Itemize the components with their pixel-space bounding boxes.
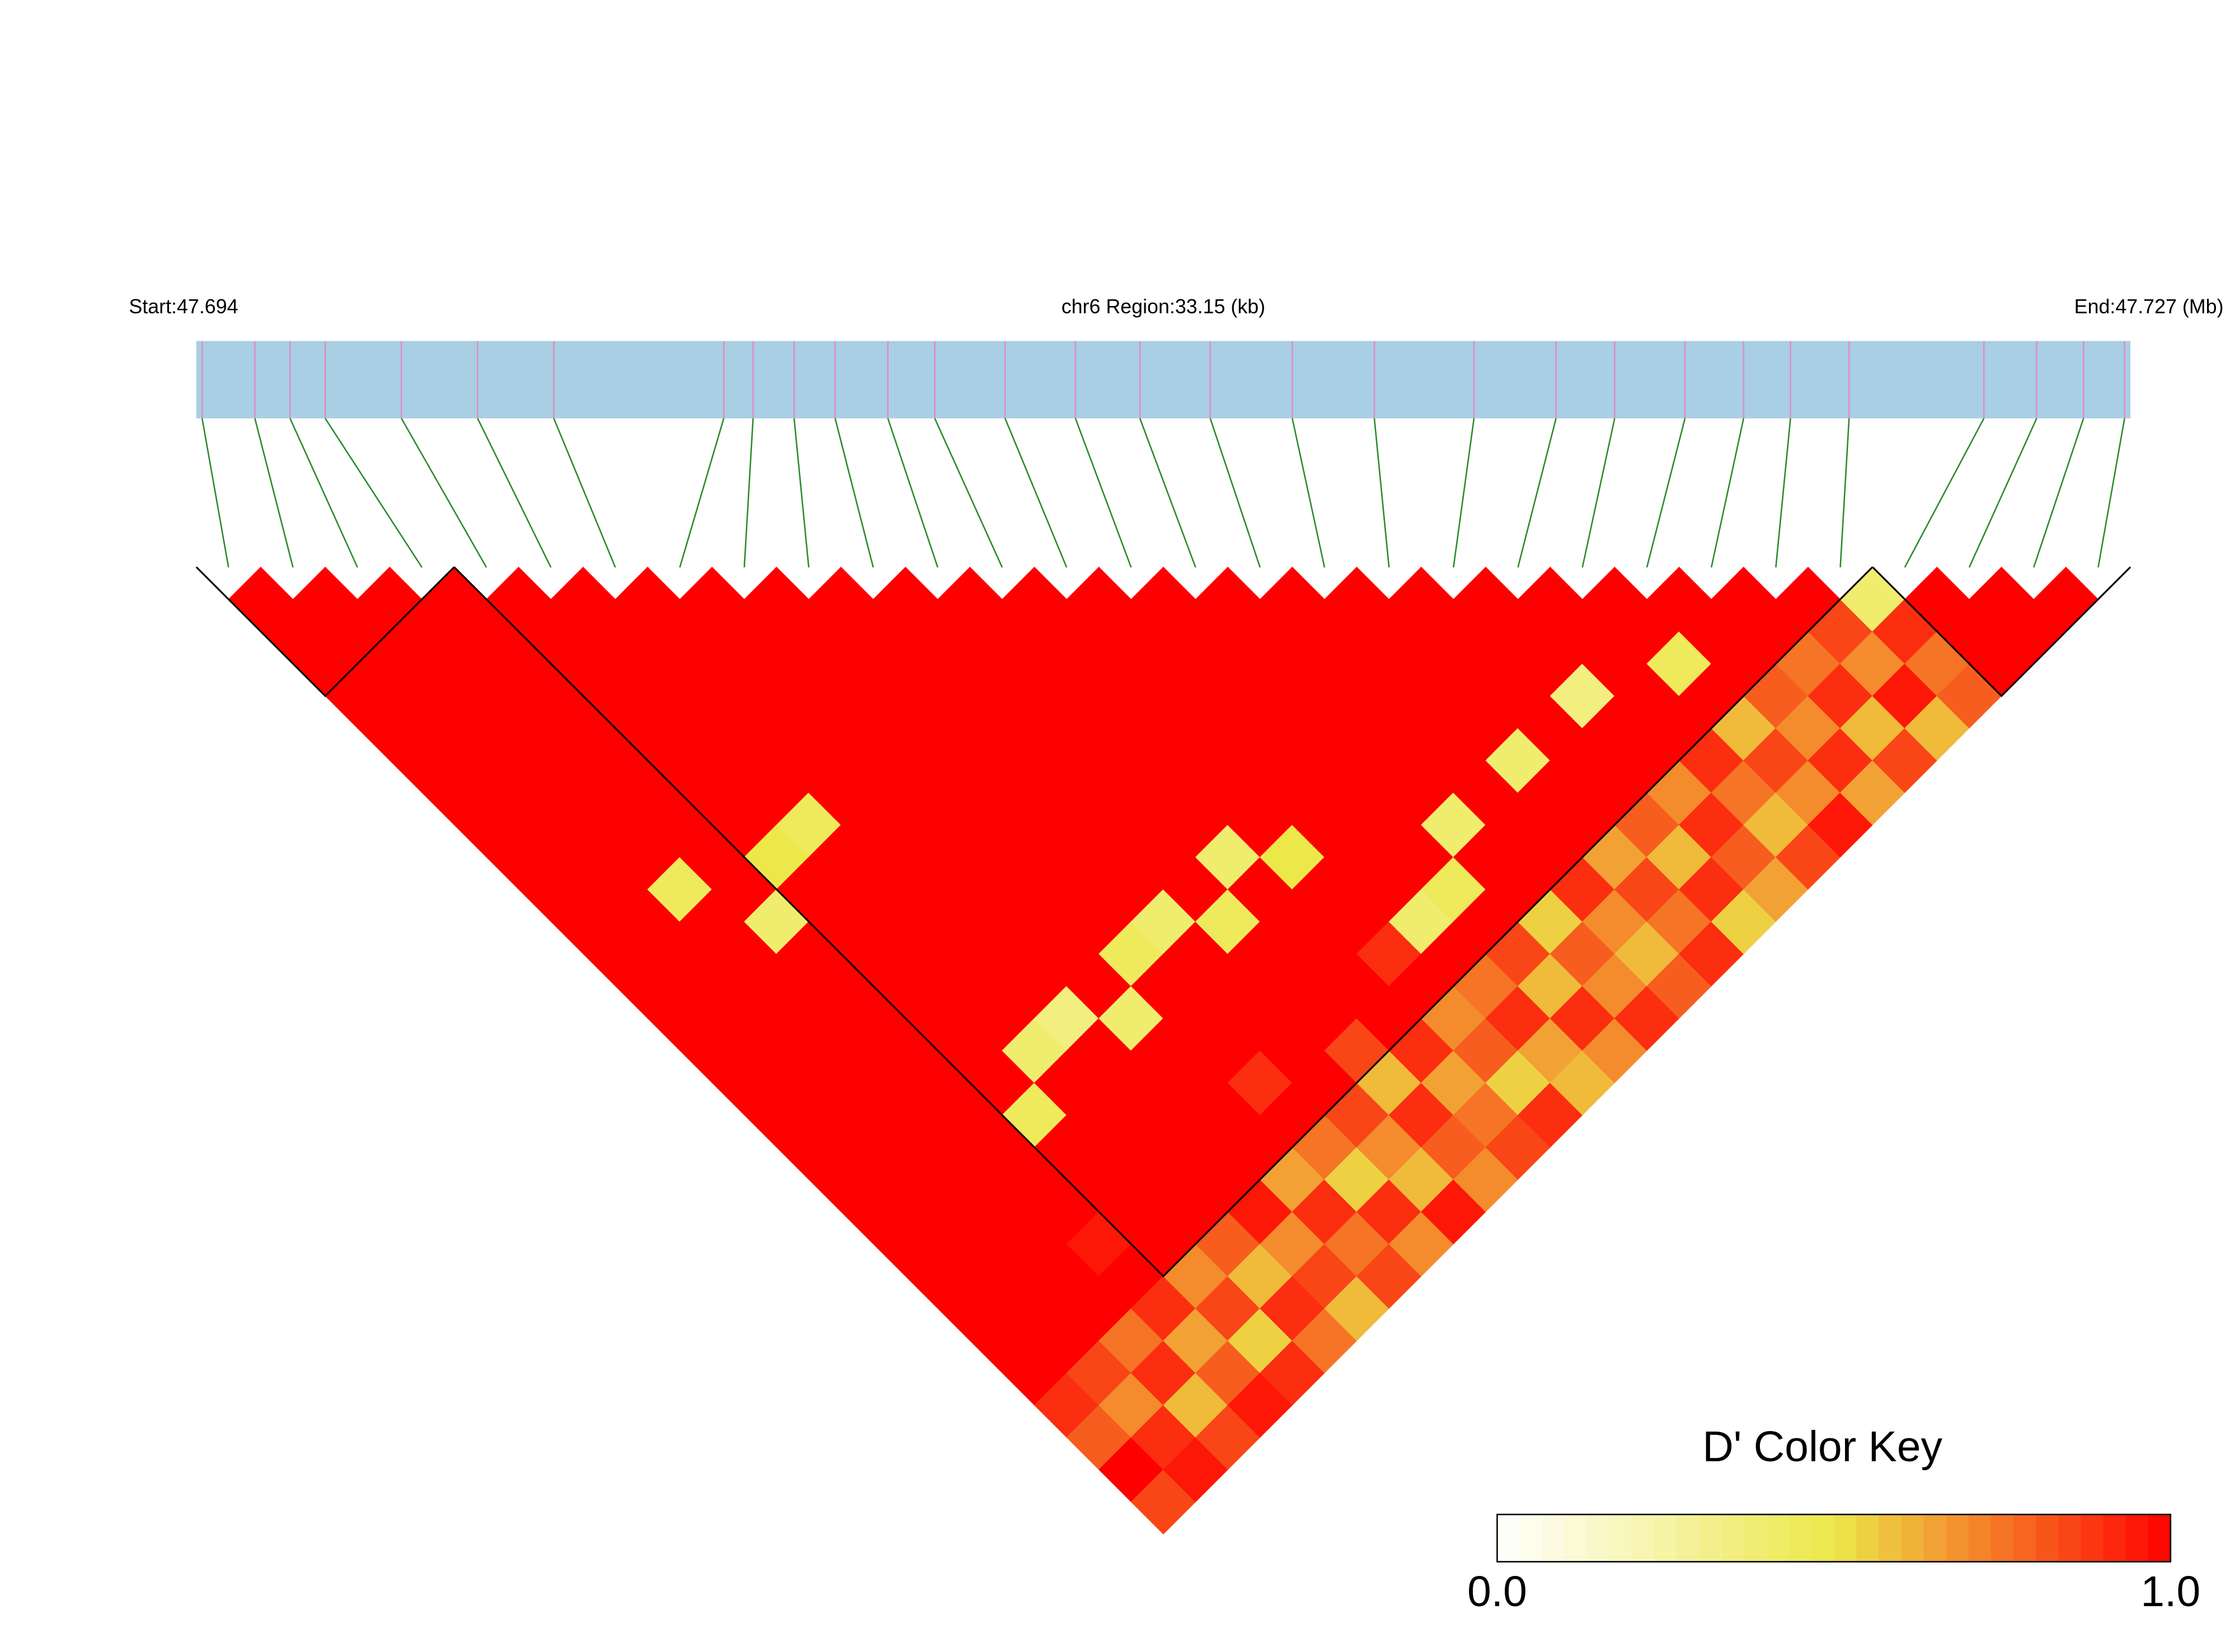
- start-label: Start:47.694: [129, 295, 238, 318]
- key-swatch: [1564, 1514, 1588, 1562]
- key-swatch: [1901, 1514, 1924, 1562]
- snp-connector: [401, 418, 487, 568]
- snp-connector: [289, 418, 358, 568]
- key-swatch: [1990, 1514, 2015, 1562]
- ld-block: [195, 566, 455, 698]
- ld-block: [1872, 566, 2131, 698]
- snp-connector: [1839, 418, 1850, 568]
- key-swatch: [1811, 1514, 1835, 1562]
- key-tick-label: 0.0: [1467, 1568, 1527, 1616]
- region-label: chr6 Region:33.15 (kb): [1062, 295, 1265, 318]
- key-swatch: [1788, 1514, 1813, 1562]
- snp-connector: [679, 418, 725, 568]
- end-label: End:47.727 (Mb): [2074, 295, 2224, 318]
- key-swatch: [1654, 1514, 1678, 1562]
- key-swatch: [2036, 1514, 2059, 1562]
- key-swatch: [2058, 1514, 2082, 1562]
- snp-connector: [553, 418, 616, 568]
- key-swatch: [2013, 1514, 2037, 1562]
- key-swatch: [2103, 1514, 2126, 1562]
- snp-connector: [887, 418, 938, 568]
- position-bar: [196, 341, 2131, 418]
- snp-connector: [325, 418, 423, 568]
- key-swatch: [1879, 1514, 1902, 1562]
- key-swatch: [1699, 1514, 1722, 1562]
- key-swatch: [2081, 1514, 2104, 1562]
- snp-connector: [1373, 418, 1390, 568]
- key-frame: [1496, 1513, 2172, 1562]
- key-swatch: [1968, 1514, 1992, 1562]
- snp-connector: [1292, 418, 1326, 568]
- key-swatch: [1946, 1514, 1970, 1562]
- key-swatch: [1542, 1514, 1566, 1562]
- snp-connector: [1209, 418, 1261, 568]
- key-swatch: [1519, 1514, 1543, 1562]
- key-swatch: [1632, 1514, 1655, 1562]
- snp-connector: [254, 418, 294, 568]
- snp-connector: [477, 418, 552, 568]
- snp-connector: [1710, 418, 1745, 568]
- key-swatch: [1923, 1514, 1947, 1562]
- key-swatch: [2125, 1514, 2149, 1562]
- snp-connector: [1004, 418, 1068, 568]
- snp-connector: [201, 418, 229, 568]
- key-swatch: [1586, 1514, 1610, 1562]
- snp-connector: [793, 418, 810, 568]
- snp-connector: [1453, 418, 1475, 568]
- snp-connector: [1904, 418, 1985, 568]
- key-swatch: [1721, 1514, 1745, 1562]
- snp-connector: [1775, 418, 1791, 568]
- snp-connector: [1581, 418, 1616, 568]
- snp-connector: [934, 418, 1003, 568]
- key-swatch: [1677, 1514, 1700, 1562]
- key-tick-label: 1.0: [2140, 1568, 2200, 1616]
- key-swatch: [1856, 1514, 1880, 1562]
- key-swatch: [1744, 1514, 1768, 1562]
- key-swatch: [1609, 1514, 1633, 1562]
- key-swatch: [1766, 1514, 1790, 1562]
- ld-block: [453, 566, 1874, 1278]
- snp-connector: [1139, 418, 1196, 568]
- snp-connector: [834, 418, 874, 568]
- key-swatch: [2148, 1514, 2172, 1562]
- snp-connector: [1968, 418, 2037, 568]
- key-swatch: [1497, 1514, 1520, 1562]
- snp-connector: [1517, 418, 1557, 568]
- key-swatch: [1834, 1514, 1857, 1562]
- snp-connector: [2033, 418, 2084, 568]
- snp-connector: [743, 418, 754, 568]
- snp-connector: [2097, 418, 2125, 568]
- key-title: D' Color Key: [1702, 1423, 1942, 1471]
- snp-connector: [1074, 418, 1132, 568]
- snp-connector: [1646, 418, 1686, 568]
